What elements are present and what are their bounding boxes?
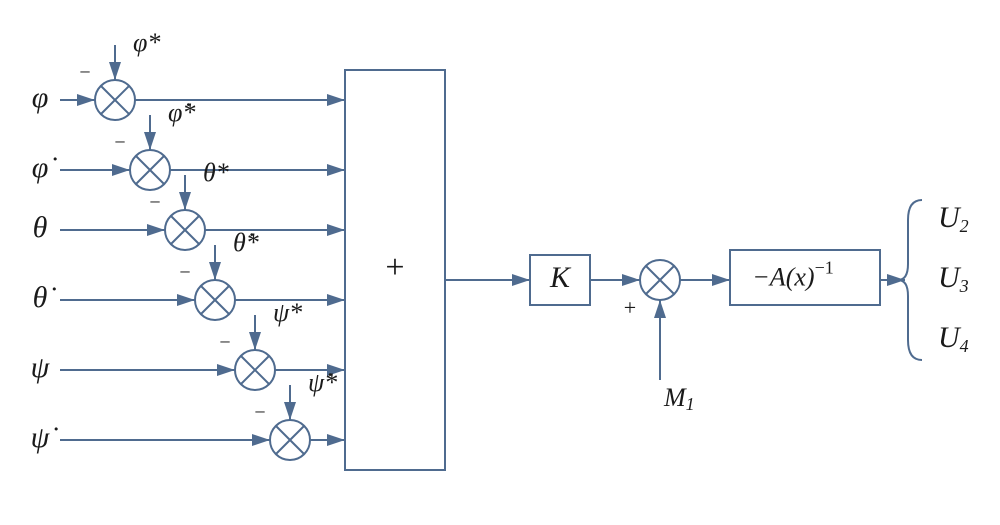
svg-text:U4: U4 [938, 321, 969, 356]
svg-text:−: − [114, 132, 125, 154]
svg-text:φ: φ [32, 81, 49, 114]
svg-text:ψ: ψ [31, 351, 51, 384]
svg-text:U2: U2 [938, 201, 969, 236]
svg-text:M1: M1 [663, 383, 695, 414]
svg-text:−: − [149, 192, 160, 214]
svg-text:θ*: θ* [203, 158, 229, 187]
svg-text:−: − [219, 332, 230, 354]
svg-text:−: − [179, 262, 190, 284]
svg-text:−: − [254, 402, 265, 424]
svg-text:U3: U3 [938, 261, 969, 296]
svg-text:θ: θ [33, 211, 48, 244]
svg-text:−: − [79, 62, 90, 84]
svg-text:φ*: φ* [133, 28, 160, 57]
svg-text:ψ̇: ψ̇ [31, 421, 59, 454]
svg-text:K: K [549, 261, 572, 294]
svg-text:θ̇: θ̇ [33, 281, 57, 314]
svg-text:+: + [624, 295, 636, 320]
svg-text:+: + [385, 249, 404, 286]
control-block-diagram: φφ*−φ̇φ̇*−θθ*−θ̇θ̇*−ψψ*−ψ̇ψ̇*−+K+M1−A(x)… [0, 0, 1000, 525]
svg-text:ψ̇*: ψ̇* [308, 368, 337, 397]
svg-text:φ̇*: φ̇* [168, 98, 195, 127]
svg-text:ψ*: ψ* [273, 298, 302, 327]
svg-text:θ̇*: θ̇* [233, 228, 259, 257]
svg-text:φ̇: φ̇ [32, 151, 58, 184]
